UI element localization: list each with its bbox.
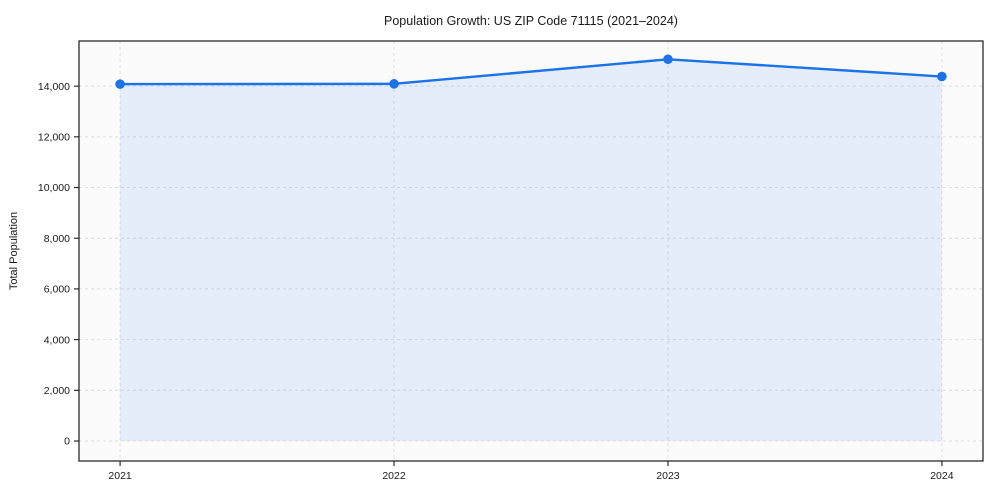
data-point-2021 (115, 79, 125, 89)
y-tick-label: 12,000 (38, 132, 70, 144)
plot-background-layer (79, 41, 983, 461)
tick-labels-layer: 0 2,000 4,000 6,000 8,000 10,000 12,000 14,000 2… (38, 81, 954, 482)
y-tick-label: 2,000 (44, 385, 70, 397)
line-series-layer (118, 58, 944, 86)
data-point-2022 (389, 79, 399, 89)
plot-border (78, 40, 984, 462)
area-fill-layer (120, 59, 942, 442)
x-tick-label: 2022 (382, 470, 406, 482)
data-point-2023 (663, 54, 673, 65)
chart-title: Population Growth: US ZIP Code 71115 (20… (384, 14, 678, 28)
data-point-2024 (937, 71, 947, 82)
y-tick-label: 0 (64, 436, 70, 448)
population-line (118, 58, 944, 86)
y-tick-label: 8,000 (44, 233, 70, 245)
axes-layer (74, 40, 984, 466)
x-tick-label: 2024 (930, 470, 954, 482)
area-fill (120, 59, 942, 442)
y-axis-label: Total Population (8, 212, 20, 290)
y-tick-label: 14,000 (38, 81, 70, 93)
data-points-layer (115, 54, 947, 89)
plot-background (79, 41, 983, 461)
y-tick-label: 10,000 (38, 182, 70, 194)
x-tick-label: 2021 (108, 470, 132, 482)
x-tick-label: 2023 (656, 470, 680, 482)
y-tick-label: 4,000 (44, 334, 70, 346)
y-tick-label: 6,000 (44, 284, 70, 296)
grid-layer (79, 41, 983, 461)
